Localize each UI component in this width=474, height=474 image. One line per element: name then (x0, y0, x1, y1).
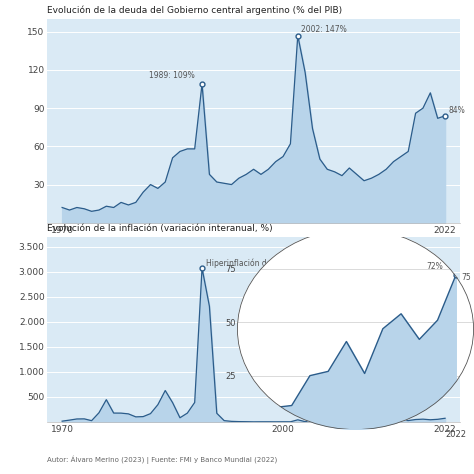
Text: 1989: 109%: 1989: 109% (149, 71, 195, 80)
Text: 75: 75 (461, 273, 471, 282)
Text: Evolución de la deuda del Gobierno central argentino (% del PIB): Evolución de la deuda del Gobierno centr… (47, 6, 343, 15)
Text: Evolución de la inflación (variación interanual, %): Evolución de la inflación (variación int… (47, 225, 273, 233)
Text: Autor: Álvaro Merino (2023) | Fuente: FMI y Banco Mundial (2022): Autor: Álvaro Merino (2023) | Fuente: FM… (47, 456, 278, 464)
Text: 84%: 84% (449, 106, 465, 115)
Text: 72%: 72% (426, 262, 443, 271)
Text: 2002: 147%: 2002: 147% (301, 25, 347, 34)
Text: Hiperinflación de 1989: 3.078%: Hiperinflación de 1989: 3.078% (206, 259, 327, 268)
